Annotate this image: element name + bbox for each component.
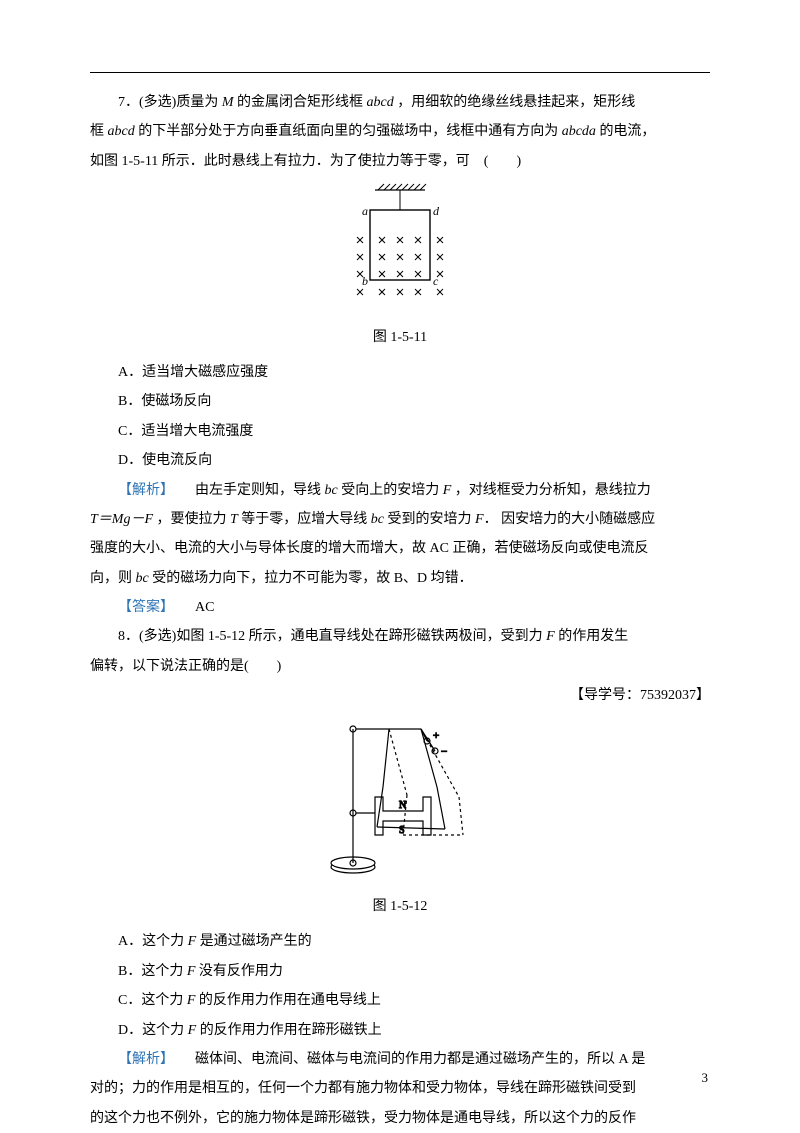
svg-text:−: − bbox=[441, 746, 447, 758]
t: 框 bbox=[90, 124, 104, 139]
q8-line1: 8．(多选)如图 1-5-12 所示，通电直导线处在蹄形磁铁两极间，受到力 F … bbox=[90, 622, 710, 651]
var-abcda: abcda bbox=[562, 124, 596, 139]
var-F: F bbox=[188, 1023, 197, 1038]
q8-optC: C．这个力 F 的反作用力作用在通电导线上 bbox=[90, 986, 710, 1015]
t: 的作用发生 bbox=[558, 629, 628, 644]
q7-optB: B．使磁场反向 bbox=[90, 387, 710, 416]
t: 没有反作用力 bbox=[199, 964, 283, 979]
q7-analysis-1: 【解析】 由左手定则知，导线 bc 受向上的安培力 F ，对线框受力分析知，悬线… bbox=[90, 476, 710, 505]
q8-analysis-3: 的这个力也不例外，它的施力物体是蹄形磁铁，受力物体是通电导线，所以这个力的反作 bbox=[90, 1104, 710, 1133]
q7-line2: 框 abcd 的下半部分处于方向垂直纸面向里的匀强磁场中，线框中通有方向为 ab… bbox=[90, 117, 710, 146]
t: B．这个力 bbox=[118, 964, 183, 979]
fig1-caption: 图 1-5-11 bbox=[90, 323, 710, 352]
t: 的电流， bbox=[599, 124, 655, 139]
var-F: F bbox=[443, 483, 452, 498]
t: 受到的安培力 bbox=[388, 512, 472, 527]
page: 7．(多选)质量为 M 的金属闭合矩形线框 abcd ，用细软的绝缘丝线悬挂起来… bbox=[0, 0, 800, 1132]
analysis-label: 【解析】 bbox=[118, 483, 174, 498]
t: 的反作用力作用在通电导线上 bbox=[199, 993, 381, 1008]
eq: T＝Mg－F bbox=[90, 512, 153, 527]
t: 的金属闭合矩形线框 bbox=[237, 95, 363, 110]
var-bc: bc bbox=[371, 512, 384, 527]
t: ，对线框受力分析知，悬线拉力 bbox=[455, 483, 651, 498]
q7-line1: 7．(多选)质量为 M 的金属闭合矩形线框 abcd ，用细软的绝缘丝线悬挂起来… bbox=[90, 88, 710, 117]
t: 8．(多选)如图 1-5-12 所示，通电直导线处在蹄形磁铁两极间，受到力 bbox=[118, 629, 543, 644]
var-F: F bbox=[187, 964, 196, 979]
q8-line2: 偏转，以下说法正确的是( ) bbox=[90, 652, 710, 681]
q7-optC: C．适当增大电流强度 bbox=[90, 417, 710, 446]
figure-1-5-11: a d b c bbox=[90, 182, 710, 318]
t: 受的磁场力向下，拉力不可能为零，故 B、D 均错． bbox=[152, 571, 472, 586]
q7-optD: D．使电流反向 bbox=[90, 446, 710, 475]
var-F: F bbox=[475, 512, 484, 527]
q7-analysis-3: 强度的大小、电流的大小与导体长度的增大而增大，故 AC 正确，若使磁场反向或使电… bbox=[90, 534, 710, 563]
var-T: T bbox=[230, 512, 238, 527]
t: 磁体间、电流间、磁体与电流间的作用力都是通过磁场产生的，所以 A 是 bbox=[195, 1052, 645, 1067]
fig2-caption: 图 1-5-12 bbox=[90, 892, 710, 921]
t: 因安培力的大小随磁感应 bbox=[501, 512, 655, 527]
svg-text:a: a bbox=[362, 204, 368, 218]
page-number: 3 bbox=[702, 1070, 709, 1086]
t: 等于零，应增大导线 bbox=[241, 512, 367, 527]
t: ，用细软的绝缘丝线悬挂起来，矩形线 bbox=[397, 95, 635, 110]
t: A．这个力 bbox=[118, 934, 184, 949]
fig2-svg: + − N S bbox=[325, 717, 475, 877]
figure-1-5-12: + − N S bbox=[90, 717, 710, 888]
t: ，要使拉力 bbox=[157, 512, 227, 527]
content: 7．(多选)质量为 M 的金属闭合矩形线框 abcd ，用细软的绝缘丝线悬挂起来… bbox=[90, 88, 710, 1133]
q8-analysis-1: 【解析】 磁体间、电流间、磁体与电流间的作用力都是通过磁场产生的，所以 A 是 bbox=[90, 1045, 710, 1074]
q8-optB: B．这个力 F 没有反作用力 bbox=[90, 957, 710, 986]
var-bc: bc bbox=[136, 571, 149, 586]
t: 受向上的安培力 bbox=[341, 483, 439, 498]
fig1-svg: a d b c bbox=[335, 182, 465, 307]
analysis-label: 【解析】 bbox=[118, 1052, 174, 1067]
t: 由左手定则知，导线 bbox=[195, 483, 321, 498]
var-abcd: abcd bbox=[108, 124, 135, 139]
t: 的下半部分处于方向垂直纸面向里的匀强磁场中，线框中通有方向为 bbox=[138, 124, 558, 139]
q7-answer: 【答案】 AC bbox=[90, 593, 710, 622]
t: D．这个力 bbox=[118, 1023, 184, 1038]
q7-analysis-2: T＝Mg－F ，要使拉力 T 等于零，应增大导线 bc 受到的安培力 F． 因安… bbox=[90, 505, 710, 534]
var-bc: bc bbox=[325, 483, 338, 498]
t: 是通过磁场产生的 bbox=[200, 934, 312, 949]
t: 向，则 bbox=[90, 571, 132, 586]
svg-text:+: + bbox=[433, 730, 439, 742]
t: 7．(多选)质量为 bbox=[118, 95, 218, 110]
top-rule bbox=[90, 72, 710, 73]
svg-text:b: b bbox=[362, 274, 368, 288]
answer-label: 【答案】 bbox=[118, 600, 174, 615]
q8-optD: D．这个力 F 的反作用力作用在蹄形磁铁上 bbox=[90, 1016, 710, 1045]
t: 的反作用力作用在蹄形磁铁上 bbox=[200, 1023, 382, 1038]
var-abcd: abcd bbox=[367, 95, 394, 110]
answer-text: AC bbox=[195, 600, 214, 615]
var-F: F bbox=[546, 629, 555, 644]
svg-text:d: d bbox=[433, 204, 440, 218]
q8-optA: A．这个力 F 是通过磁场产生的 bbox=[90, 927, 710, 956]
var-M: M bbox=[222, 95, 234, 110]
t: C．这个力 bbox=[118, 993, 183, 1008]
q7-optA: A．适当增大磁感应强度 bbox=[90, 358, 710, 387]
var-F: F bbox=[188, 934, 197, 949]
q7-analysis-4: 向，则 bc 受的磁场力向下，拉力不可能为零，故 B、D 均错． bbox=[90, 564, 710, 593]
q8-analysis-2: 对的；力的作用是相互的，任何一个力都有施力物体和受力物体，导线在蹄形磁铁间受到 bbox=[90, 1074, 710, 1103]
q8-guide: 【导学号：75392037】 bbox=[90, 681, 710, 710]
q7-line3: 如图 1-5-11 所示．此时悬线上有拉力．为了使拉力等于零，可 ( ) bbox=[90, 147, 710, 176]
var-F: F bbox=[187, 993, 196, 1008]
